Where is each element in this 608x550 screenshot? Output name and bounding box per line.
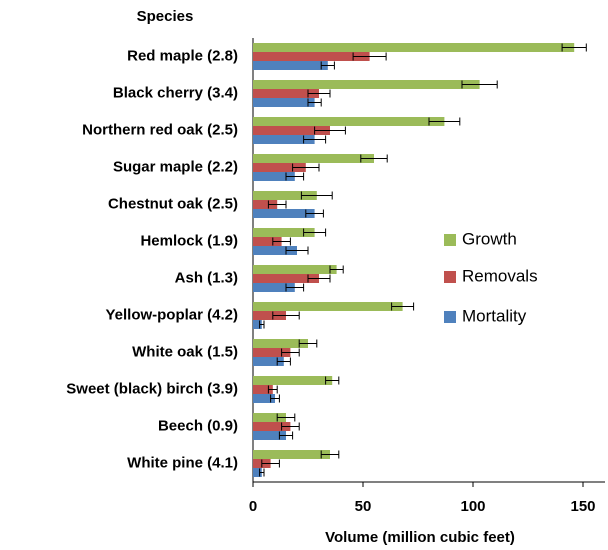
y-tick-label: Sugar maple (2.2) bbox=[113, 158, 238, 175]
error-bar bbox=[561, 43, 587, 52]
bar bbox=[253, 422, 291, 431]
error-bar bbox=[270, 394, 280, 403]
error-bar bbox=[461, 80, 498, 89]
bar bbox=[253, 228, 315, 237]
error-bar bbox=[320, 61, 335, 70]
legend-swatch bbox=[444, 311, 456, 323]
y-tick-label: Sweet (black) birch (3.9) bbox=[66, 380, 238, 397]
error-bar bbox=[307, 89, 331, 98]
bar bbox=[253, 320, 262, 329]
error-bar bbox=[261, 459, 280, 468]
bar bbox=[253, 61, 328, 70]
error-bar bbox=[329, 265, 344, 274]
error-bar bbox=[305, 209, 324, 218]
bar bbox=[253, 450, 330, 459]
y-tick-label: White oak (1.5) bbox=[132, 343, 238, 360]
bar bbox=[253, 200, 278, 209]
bar bbox=[253, 413, 286, 422]
bar bbox=[253, 348, 291, 357]
bar bbox=[253, 163, 306, 172]
x-tick-label: 100 bbox=[460, 498, 485, 515]
bar bbox=[253, 311, 286, 320]
bar bbox=[253, 154, 374, 163]
error-bar bbox=[281, 422, 300, 431]
bar bbox=[253, 52, 370, 61]
error-bar bbox=[281, 348, 300, 357]
y-tick-label: Chestnut oak (2.5) bbox=[108, 195, 238, 212]
error-bar bbox=[298, 339, 318, 348]
error-bar bbox=[325, 376, 340, 385]
bar bbox=[253, 126, 330, 135]
bar bbox=[253, 98, 315, 107]
error-bar bbox=[285, 283, 305, 292]
legend-label: Removals bbox=[462, 266, 538, 285]
error-bar bbox=[285, 246, 309, 255]
error-bar bbox=[303, 135, 327, 144]
bar bbox=[253, 246, 297, 255]
bar bbox=[253, 376, 333, 385]
bar bbox=[253, 394, 275, 403]
bar bbox=[253, 172, 295, 181]
y-tick-label: Yellow-poplar (4.2) bbox=[105, 306, 238, 323]
bar bbox=[253, 43, 575, 52]
legend-label: Mortality bbox=[462, 306, 527, 325]
error-bar bbox=[285, 172, 305, 181]
bar bbox=[253, 191, 317, 200]
y-tick-label: Ash (1.3) bbox=[175, 269, 238, 286]
bar bbox=[253, 117, 445, 126]
y-tick-label: Hemlock (1.9) bbox=[140, 232, 238, 249]
error-bar bbox=[276, 357, 291, 366]
bar bbox=[253, 135, 315, 144]
legend-swatch bbox=[444, 234, 456, 246]
x-axis-title: Volume (million cubic feet) bbox=[325, 529, 515, 546]
error-bar bbox=[292, 163, 320, 172]
x-tick-label: 50 bbox=[355, 498, 372, 515]
y-tick-label: Red maple (2.8) bbox=[127, 47, 238, 64]
error-bar bbox=[267, 385, 278, 394]
x-tick-label: 150 bbox=[570, 498, 595, 515]
legend-swatch bbox=[444, 271, 456, 283]
bar bbox=[253, 468, 262, 477]
bar bbox=[253, 89, 319, 98]
error-bar bbox=[314, 126, 346, 135]
y-tick-label: Beech (0.9) bbox=[158, 417, 238, 434]
error-bar bbox=[360, 154, 388, 163]
bar bbox=[253, 265, 337, 274]
bar bbox=[253, 283, 295, 292]
y-tick-label: Black cherry (3.4) bbox=[113, 84, 238, 101]
error-bar bbox=[428, 117, 461, 126]
error-bar bbox=[352, 52, 387, 61]
error-bar bbox=[259, 320, 265, 329]
error-bar bbox=[272, 311, 300, 320]
error-bar bbox=[259, 468, 265, 477]
y-axis-title: Species bbox=[137, 8, 194, 25]
bar bbox=[253, 431, 286, 440]
bar bbox=[253, 209, 315, 218]
error-bar bbox=[307, 274, 331, 283]
error-bar bbox=[267, 200, 287, 209]
bar bbox=[253, 385, 273, 394]
legend-label: Growth bbox=[462, 229, 517, 248]
error-bar bbox=[278, 431, 294, 440]
error-bar bbox=[391, 302, 415, 311]
error-bar bbox=[303, 228, 327, 237]
error-bar bbox=[272, 237, 291, 246]
error-bar bbox=[320, 450, 340, 459]
bar bbox=[253, 80, 480, 89]
y-tick-label: Northern red oak (2.5) bbox=[82, 121, 238, 138]
bar bbox=[253, 339, 308, 348]
y-tick-label: White pine (4.1) bbox=[127, 454, 238, 471]
bar bbox=[253, 237, 282, 246]
error-bar bbox=[276, 413, 296, 422]
x-tick-label: 0 bbox=[249, 498, 257, 515]
bar bbox=[253, 302, 403, 311]
bar bbox=[253, 274, 319, 283]
error-bar bbox=[300, 191, 333, 200]
error-bar bbox=[307, 98, 322, 107]
bar bbox=[253, 357, 284, 366]
